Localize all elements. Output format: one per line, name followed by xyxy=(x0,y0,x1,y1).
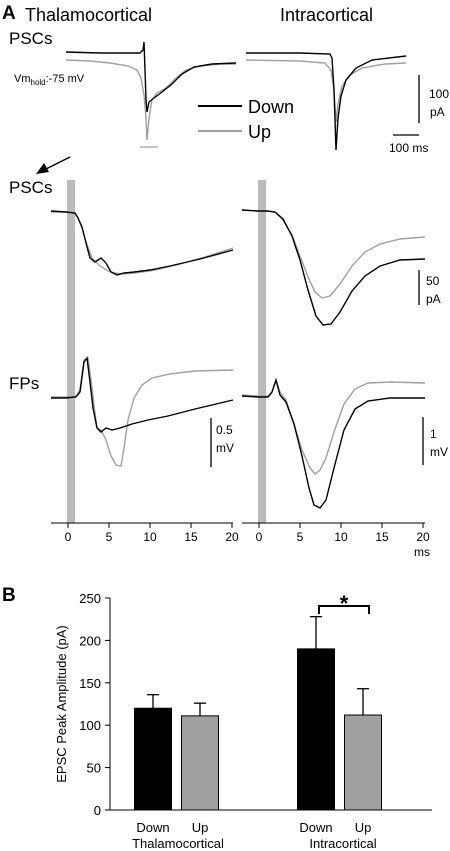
trace-psc-ic-down xyxy=(241,209,426,326)
y-tick-label-0: 0 xyxy=(94,803,101,818)
x-tick-label-tc-15: 15 xyxy=(184,530,198,544)
x-tick-label-tc-10: 10 xyxy=(143,530,157,544)
x-tick-label-ic-10: 10 xyxy=(334,530,348,544)
trace-top-tc-down xyxy=(65,41,237,113)
panel-b-label: B xyxy=(2,585,16,606)
trace-psc-tc-down xyxy=(50,210,234,276)
x-ticks-ic: 0 5 10 15 20 xyxy=(256,523,430,544)
y-tick-label-200: 200 xyxy=(79,633,101,648)
psc-tc-traces xyxy=(50,210,234,276)
col-title-thalamocortical: Thalamocortical xyxy=(25,5,152,25)
trace-fp-ic-down xyxy=(241,377,425,509)
x-tick-label-tc-20: 20 xyxy=(225,530,239,544)
legend-up-label: Up xyxy=(248,122,271,142)
fp-tc-traces xyxy=(51,356,234,467)
x-axis-unit: ms xyxy=(414,545,430,559)
x-tick-label-ic-15: 15 xyxy=(375,530,389,544)
vm-hold-label: Vmhold:-75 mV xyxy=(14,73,85,87)
scale-fp-tc-amp: 0.5 xyxy=(216,423,233,437)
row-label-fps: FPs xyxy=(9,374,39,393)
panel-a-label: A xyxy=(2,3,16,24)
x-tick-label-tc-5: 5 xyxy=(106,530,113,544)
zoom-arrow-shaft xyxy=(43,156,71,171)
trace-fp-tc-down xyxy=(51,356,234,433)
stim-artifact-psc-ic xyxy=(258,180,266,523)
psc-ic-traces xyxy=(241,209,426,326)
group-label-thalamocortical: Thalamocortical xyxy=(132,836,224,851)
scale-psc-amp: 50 xyxy=(426,274,440,288)
scale-fp-ic-amp-unit: mV xyxy=(430,445,448,459)
bar-up-intracortical xyxy=(344,714,382,811)
x-axis-tc: 0 5 10 15 20 xyxy=(51,522,239,544)
zoom-arrow-head xyxy=(36,163,49,174)
row-label-mid-pscs: PSCs xyxy=(9,178,52,197)
significance-star: * xyxy=(340,591,349,616)
top-tc-traces xyxy=(65,41,237,141)
error-bars xyxy=(147,616,369,716)
x-tick-label-ic-0: 0 xyxy=(256,530,263,544)
x-axis-ic: 0 5 10 15 20 xyxy=(242,522,430,544)
x-tick-label-ic-5: 5 xyxy=(297,530,304,544)
row-label-top-pscs: PSCs xyxy=(9,29,52,48)
y-tick-label-50: 50 xyxy=(87,761,101,776)
x-tick-label-ic-20: 20 xyxy=(416,530,430,544)
y-tick-label-150: 150 xyxy=(79,676,101,691)
bar-chart: EPSC Peak Amplitude (pA) 0 50 100 150 200 250… xyxy=(54,591,432,851)
trace-fp-tc-up xyxy=(51,356,234,467)
category-labels: Down Up Down Up xyxy=(136,820,371,835)
trace-psc-tc-up xyxy=(51,211,234,275)
stim-artifact-psc-tc xyxy=(67,180,75,523)
scale-psc-amp-unit: pA xyxy=(426,292,441,306)
x-tick-label-tc-0: 0 xyxy=(65,530,72,544)
scale-fp-tc-amp-unit: mV xyxy=(216,441,234,455)
top-ic-traces xyxy=(245,52,407,151)
x-ticks-tc: 0 5 10 15 20 xyxy=(65,523,239,544)
y-tick-label-100: 100 xyxy=(79,718,101,733)
bar-down-intracortical xyxy=(297,648,335,811)
scale-top-amp: 100 xyxy=(429,87,449,101)
bar-down-thalamocortical xyxy=(134,707,172,811)
trace-top-ic-down xyxy=(246,52,407,151)
category-label-down-thalamocortical: Down xyxy=(136,820,169,835)
col-title-intracortical: Intracortical xyxy=(280,5,373,25)
legend-down-label: Down xyxy=(248,97,294,117)
y-ticks: 0 50 100 150 200 250 xyxy=(79,591,110,818)
y-axis-label: EPSC Peak Amplitude (pA) xyxy=(54,625,69,783)
fp-ic-traces xyxy=(241,377,426,509)
significance-bracket xyxy=(318,605,370,614)
scale-top-time: 100 ms xyxy=(389,141,428,155)
trace-top-ic-up xyxy=(245,59,407,123)
bars xyxy=(134,648,382,811)
trace-top-tc-up xyxy=(65,59,236,141)
y-tick-label-250: 250 xyxy=(79,591,101,606)
bar-up-thalamocortical xyxy=(181,715,219,811)
category-label-up-intracortical: Up xyxy=(355,820,372,835)
scale-top-amp-unit: pA xyxy=(430,105,445,119)
scale-fp-ic-amp: 1 xyxy=(430,427,437,441)
group-label-intracortical: Intracortical xyxy=(309,836,376,851)
trace-psc-ic-up xyxy=(241,209,426,299)
category-label-up-thalamocortical: Up xyxy=(192,820,209,835)
category-label-down-intracortical: Down xyxy=(299,820,332,835)
